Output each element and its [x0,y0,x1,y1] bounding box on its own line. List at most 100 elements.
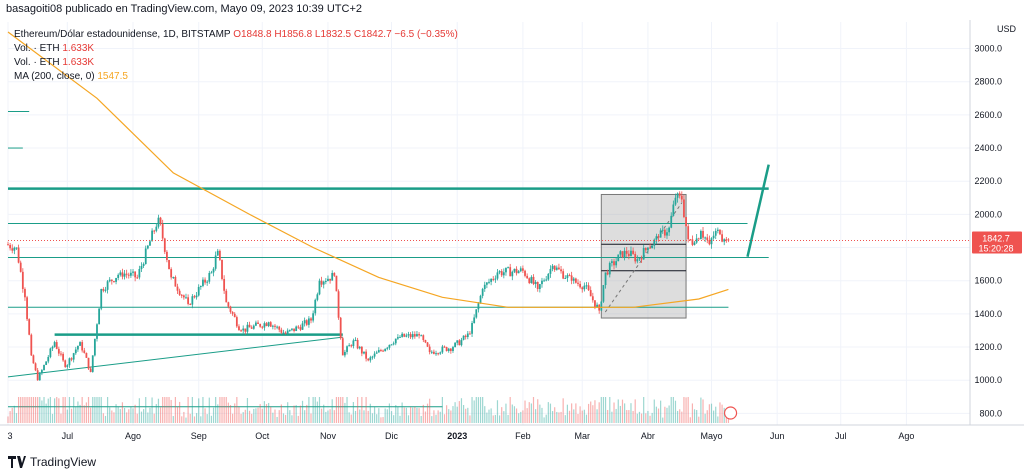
volume-bar [280,404,282,423]
candle-body [85,352,88,358]
time-tick-label: Nov [320,431,337,441]
candle-body [320,280,323,285]
volume-bar [405,407,407,423]
volume-bar [507,414,509,423]
candle-body [32,355,35,364]
volume-bar [265,404,268,423]
candle-body [367,358,370,361]
volume-bar [198,398,200,423]
chart-area[interactable]: USD 3000.0 2800.0 2600.0 2400.0 2200.0 2000.0 1… [0,20,1024,450]
candle-body [723,239,726,242]
candle-body [346,346,348,352]
volume-bar [535,409,537,423]
volume-bar [386,409,388,423]
candle-body [15,247,18,249]
candle-body [507,267,509,269]
volume-bar [94,397,96,423]
candle-body [413,334,416,337]
volume-bar [13,405,15,423]
candle-body [579,283,582,288]
volume-bar [45,403,47,423]
candle-body [668,227,671,233]
time-tick-label: Abr [641,431,655,441]
volume-bar [384,408,386,423]
candle-body [644,248,647,251]
volume-bar [329,409,331,423]
candle-body [685,216,687,227]
volume-bar [162,397,164,423]
candle-body [115,277,117,282]
volume-bar [600,397,602,423]
candle-body [704,237,707,239]
candle-body [252,325,255,329]
volume-bar [251,413,253,423]
candle-body [83,350,86,353]
candle-body [608,262,611,275]
candle-body [517,271,520,274]
candle-body [24,288,26,298]
volume-bar [668,405,670,423]
footer-brand[interactable]: TradingView [8,455,96,469]
time-tick-label: Feb [515,431,531,441]
candle-body [261,326,264,328]
candle-body [17,247,20,263]
volume-bar [520,411,522,423]
candle-body [456,340,459,343]
volume-bar [242,412,244,423]
volume-bar [62,397,64,423]
candle-body [596,304,598,308]
volume-bar [477,397,480,423]
candle-body [244,328,247,332]
volume-bar [66,409,68,423]
candle-body [21,271,24,289]
candle-body [129,272,132,276]
volume-bar [426,403,429,423]
candle-body [233,313,236,318]
candle-body [68,358,71,366]
candle-body [312,313,315,321]
candle-body [138,269,141,278]
candle-body [570,275,573,281]
time-tick-label: 3 [7,431,12,441]
candle-body [498,271,501,273]
volume-bar [501,407,503,423]
candle-body [64,360,67,367]
candle-body [242,328,245,331]
volume-bar [361,397,363,423]
candle-body [70,358,73,360]
volume-bar [73,397,75,423]
volume-bar [363,410,365,423]
candle-body [380,350,382,352]
candle-body [240,330,242,332]
candle-body [161,223,164,239]
volume-bar [179,401,181,423]
candle-body [127,274,130,276]
volume-bar [526,408,528,423]
candle-body [155,226,158,231]
volume-bar [674,400,677,423]
volume-bar [7,416,9,423]
candle-body [291,328,293,330]
price-chart[interactable]: USD 3000.0 2800.0 2600.0 2400.0 2200.0 2000.0 1… [0,20,1024,450]
volume-bar [321,408,323,423]
candle-body [38,373,41,381]
volume-bar [60,413,62,423]
candle-body [452,347,454,351]
volume-bar [187,397,189,423]
candle-body [288,329,291,331]
volume-bar [713,410,715,423]
candle-body [57,348,60,354]
candle-body [528,278,531,284]
volume-bar [448,409,450,423]
volume-bar [215,397,217,423]
candle-body [621,251,624,258]
volume-bar [333,410,335,423]
candle-body [102,289,105,291]
volume-bar [496,400,499,423]
candle-body [305,320,308,325]
volume-bar [297,415,299,423]
candle-body [163,238,166,252]
candle-body [485,282,488,285]
candle-body [386,347,389,349]
candle-body [327,278,329,282]
